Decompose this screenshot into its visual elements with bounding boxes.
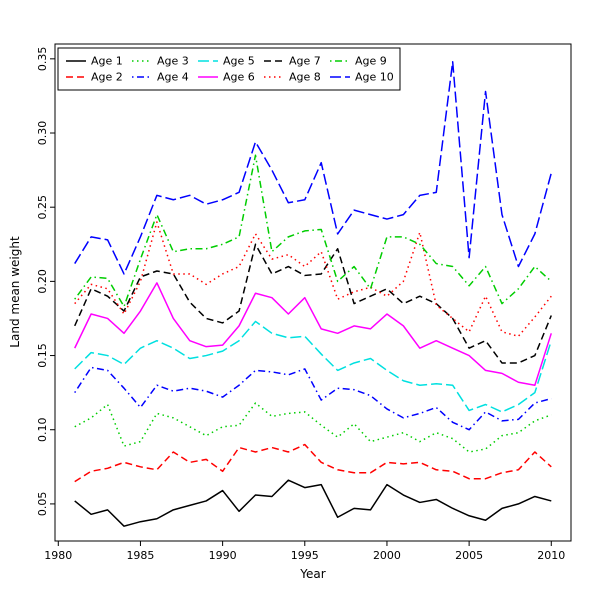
legend-label: Age 3 [157, 55, 189, 68]
x-axis-tick-label: 2000 [373, 549, 401, 562]
y-axis-tick-label: 0.20 [36, 269, 49, 294]
legend: Age 1 Age 2 Age 3 Age 4 Age 5 Age 6 Age 7 Age 8… [57, 47, 401, 91]
legend-label: Age 7 [289, 55, 321, 68]
y-axis-tick-label: 0.15 [36, 343, 49, 368]
series-line-age-8 [74, 221, 552, 338]
series-line-age-4 [74, 366, 552, 431]
x-axis-tick-label: 2005 [455, 549, 483, 562]
legend-label: Age 10 [355, 71, 394, 84]
x-axis-tick-label: 1985 [126, 549, 154, 562]
y-axis-tick-label: 0.35 [36, 47, 49, 71]
y-axis-tick-label: 0.25 [36, 195, 49, 220]
series-line-age-9 [74, 154, 552, 308]
series-line-age-1 [74, 479, 552, 527]
legend-box [57, 47, 401, 91]
legend-label: Age 4 [157, 71, 189, 84]
legend-label: Age 2 [91, 71, 123, 84]
legend-label: Age 9 [355, 55, 387, 68]
x-axis-tick-label: 1990 [209, 549, 237, 562]
plot-box [54, 43, 572, 542]
series-line-age-3 [74, 402, 552, 453]
legend-label: Age 5 [223, 55, 255, 68]
legend-label: Age 8 [289, 71, 321, 84]
series-line-age-2 [74, 443, 552, 483]
legend-label: Age 6 [223, 71, 255, 84]
x-axis-tick-label: 1980 [44, 549, 72, 562]
series-line-age-7 [74, 243, 552, 364]
x-axis-tick-label: 1995 [291, 549, 319, 562]
y-axis-tick-label: 0.05 [36, 492, 49, 517]
series-line-age-5 [74, 320, 552, 413]
series-line-age-6 [74, 282, 552, 386]
x-axis-label: Year [300, 567, 326, 581]
x-axis-tick-label: 2010 [537, 549, 565, 562]
legend-label: Age 1 [91, 55, 123, 68]
y-axis-tick-label: 0.10 [36, 417, 49, 442]
y-axis-tick-label: 0.30 [36, 121, 49, 146]
y-axis-label: Land mean weight [8, 236, 22, 348]
